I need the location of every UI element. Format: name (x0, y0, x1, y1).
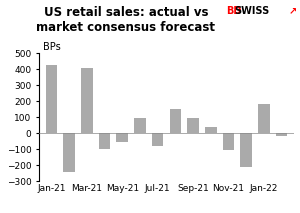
Bar (81, 68, 93, 133)
Bar (205, 127, 217, 133)
Bar (152, 133, 164, 146)
Bar (223, 133, 234, 150)
Bar (134, 118, 146, 133)
Text: SWISS: SWISS (235, 6, 270, 16)
Text: ↗: ↗ (289, 6, 297, 16)
Text: BD: BD (226, 6, 242, 16)
Bar (116, 133, 128, 142)
Bar (99, 133, 110, 149)
Bar (258, 104, 270, 133)
Text: BPs: BPs (43, 42, 60, 52)
Bar (240, 133, 252, 167)
Bar (46, 65, 57, 133)
Text: US retail sales: actual vs
market consensus forecast: US retail sales: actual vs market consen… (37, 6, 215, 34)
Bar (63, 133, 75, 172)
Bar (187, 118, 199, 133)
Bar (169, 109, 181, 133)
Bar (276, 133, 287, 136)
